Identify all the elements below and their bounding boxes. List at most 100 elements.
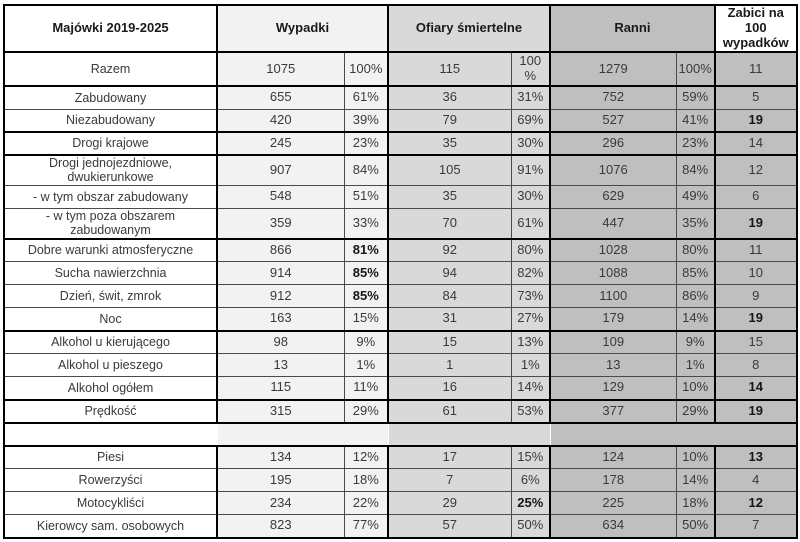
table-row: Niezabudowany 420 39% 79 69% 527 41% 19 (3, 108, 798, 133)
cell-ranni_n: 1088 (549, 261, 677, 285)
cell-ofiary_pct: 69% (510, 108, 551, 133)
row-label: Alkohol ogółem (3, 376, 218, 401)
cell-wypadki_n: 163 (216, 307, 345, 332)
cell-ranni_n: 1076 (549, 154, 677, 186)
cell-wypadki_n: 98 (216, 330, 345, 354)
table-row: Alkohol u pieszego 13 1% 1 1% 13 1% 8 (3, 353, 798, 377)
cell-ofiary_pct: 30% (510, 184, 551, 209)
cell-wypadki_n: 115 (216, 376, 345, 401)
cell-wypadki_pct: 12% (343, 445, 389, 469)
cell-ofiary_n: 105 (387, 154, 512, 186)
cell-ranni_pct: 29% (675, 399, 716, 424)
cell-zabici_na_100: 19 (713, 207, 798, 240)
cell-ranni_n: 129 (549, 376, 677, 401)
cell-ofiary_n: 35 (387, 131, 512, 156)
cell-ranni_pct: 10% (675, 376, 716, 401)
accident-stats-table: Majówki 2019-2025 Wypadki Ofiary śmierte… (3, 4, 798, 539)
spacer-row (4, 422, 797, 447)
cell-zabici_na_100: 14 (713, 376, 798, 401)
cell-ofiary_n: 70 (387, 207, 512, 240)
cell-ranni_n: 377 (549, 399, 677, 424)
cell-wypadki_pct: 39% (343, 108, 389, 133)
header-wypadki: Wypadki (216, 4, 389, 53)
cell-zabici_na_100: 19 (713, 307, 798, 332)
cell-wypadki_n: 912 (216, 284, 345, 308)
cell-ranni_n: 1028 (549, 238, 677, 262)
row-label: Kierowcy sam. osobowych (3, 514, 218, 538)
cell-wypadki_n: 134 (216, 445, 345, 469)
cell-ofiary_pct: 6% (510, 468, 551, 492)
row-label: Dobre warunki atmosferyczne (3, 238, 218, 262)
cell-ranni_pct: 85% (675, 261, 716, 285)
row-label: Prędkość (3, 399, 218, 424)
table-row: Rowerzyści 195 18% 7 6% 178 14% 4 (3, 468, 798, 492)
row-label: Rowerzyści (3, 468, 218, 492)
cell-wypadki_n: 866 (216, 238, 345, 262)
cell-ofiary_pct: 31% (510, 85, 551, 110)
table-row: Razem 1075 100% 115 100 % 1279 100% 11 (3, 51, 798, 87)
cell-ofiary_n: 16 (387, 376, 512, 401)
table-row: Prędkość 315 29% 61 53% 377 29% 19 (3, 399, 798, 424)
row-label: Motocykliści (3, 491, 218, 515)
table-row: Sucha nawierzchnia 914 85% 94 82% 1088 85% 10 (3, 261, 798, 285)
cell-zabici_na_100: 4 (713, 468, 798, 492)
cell-ranni_n: 109 (549, 330, 677, 354)
cell-ranni_pct: 59% (675, 85, 716, 110)
cell-zabici_na_100: 12 (713, 154, 798, 186)
cell-wypadki_n: 823 (216, 514, 345, 538)
cell-zabici_na_100: 12 (713, 491, 798, 515)
cell-ranni_n: 179 (549, 307, 677, 332)
cell-wypadki_pct: 29% (343, 399, 389, 424)
cell-wypadki_pct: 11% (343, 376, 389, 401)
cell-zabici_na_100: 11 (713, 51, 798, 87)
cell-wypadki_pct: 18% (343, 468, 389, 492)
spacer-label (4, 422, 217, 447)
cell-wypadki_pct: 1% (343, 353, 389, 377)
header-ofiary-smiertelne: Ofiary śmiertelne (387, 4, 551, 53)
cell-ranni_pct: 1% (675, 353, 716, 377)
cell-ofiary_pct: 80% (510, 238, 551, 262)
cell-ofiary_n: 1 (387, 353, 512, 377)
cell-ofiary_pct: 30% (510, 131, 551, 156)
cell-ofiary_pct: 50% (510, 514, 551, 538)
cell-wypadki_pct: 77% (343, 514, 389, 538)
cell-ranni_pct: 10% (675, 445, 716, 469)
cell-wypadki_pct: 51% (343, 184, 389, 209)
cell-ranni_pct: 86% (675, 284, 716, 308)
cell-ranni_n: 124 (549, 445, 677, 469)
header-majowki: Majówki 2019-2025 (3, 4, 218, 53)
cell-zabici_na_100: 9 (713, 284, 798, 308)
cell-wypadki_n: 245 (216, 131, 345, 156)
row-label: Drogi krajowe (3, 131, 218, 156)
cell-ofiary_n: 36 (387, 85, 512, 110)
cell-wypadki_n: 420 (216, 108, 345, 133)
cell-ofiary_pct: 14% (510, 376, 551, 401)
cell-ofiary_n: 79 (387, 108, 512, 133)
table-row: Kierowcy sam. osobowych 823 77% 57 50% 634 50%… (3, 514, 798, 538)
cell-zabici_na_100: 15 (713, 330, 798, 354)
cell-zabici_na_100: 19 (713, 108, 798, 133)
spacer-ofiary (388, 422, 550, 447)
cell-ofiary_pct: 25% (510, 491, 551, 515)
row-label: Zabudowany (3, 85, 218, 110)
cell-ofiary_n: 84 (387, 284, 512, 308)
cell-ranni_n: 447 (549, 207, 677, 240)
cell-wypadki_n: 548 (216, 184, 345, 209)
cell-wypadki_n: 315 (216, 399, 345, 424)
cell-ofiary_n: 7 (387, 468, 512, 492)
row-label: Piesi (3, 445, 218, 469)
cell-wypadki_pct: 81% (343, 238, 389, 262)
cell-ranni_pct: 14% (675, 468, 716, 492)
table-row: - w tym obszar zabudowany 548 51% 35 30% 629 4… (3, 184, 798, 209)
table-row: Alkohol ogółem 115 11% 16 14% 129 10% 14 (3, 376, 798, 401)
cell-ranni_n: 225 (549, 491, 677, 515)
row-label: Niezabudowany (3, 108, 218, 133)
cell-wypadki_pct: 23% (343, 131, 389, 156)
cell-ranni_n: 13 (549, 353, 677, 377)
table-row: Noc 163 15% 31 27% 179 14% 19 (3, 307, 798, 332)
cell-zabici_na_100: 13 (713, 445, 798, 469)
cell-wypadki_pct: 100% (343, 51, 389, 87)
cell-wypadki_pct: 61% (343, 85, 389, 110)
cell-wypadki_pct: 85% (343, 284, 389, 308)
table-row: Alkohol u kierującego 98 9% 15 13% 109 9% 15 (3, 330, 798, 354)
